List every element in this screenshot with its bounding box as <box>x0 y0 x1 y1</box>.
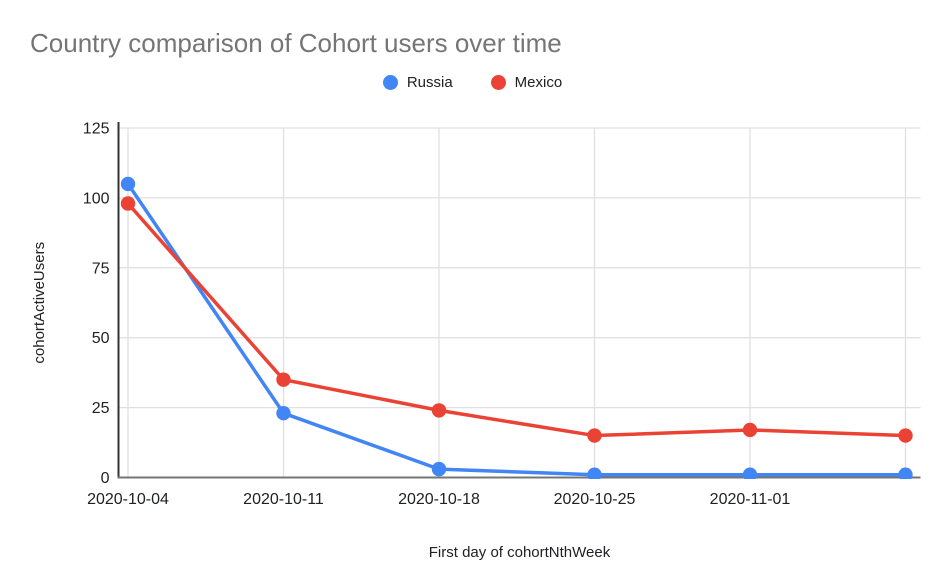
y-tick-label: 50 <box>92 330 110 347</box>
x-tick-label: 2020-10-04 <box>87 491 169 508</box>
legend-swatch-mexico-icon <box>490 74 506 90</box>
y-tick-label: 125 <box>83 121 110 138</box>
series-line-mexico <box>126 201 908 438</box>
data-point-mexico-2[interactable] <box>431 403 447 418</box>
data-point-russia-3[interactable] <box>587 467 602 482</box>
data-point-russia-0[interactable] <box>120 176 136 192</box>
legend-item-russia[interactable]: Russia <box>382 73 453 91</box>
data-point-mexico-0[interactable] <box>120 196 136 211</box>
y-tick-label: 0 <box>101 470 110 487</box>
x-tick-label: 2020-10-11 <box>243 491 324 508</box>
data-point-mexico-1[interactable] <box>276 372 291 387</box>
legend-label-russia: Russia <box>406 73 453 91</box>
series-group <box>120 176 913 482</box>
chart-title: Country comparison of Cohort users over … <box>30 28 562 58</box>
data-point-mexico-4[interactable] <box>742 422 758 438</box>
x-tick-label: 2020-10-25 <box>554 491 636 508</box>
legend-swatch-russia-icon <box>382 74 398 90</box>
data-point-russia-1[interactable] <box>276 405 291 421</box>
data-point-russia-2[interactable] <box>431 461 447 477</box>
legend-item-mexico[interactable]: Mexico <box>490 73 563 91</box>
data-point-mexico-3[interactable] <box>587 428 602 443</box>
y-tick-label: 25 <box>92 400 110 417</box>
legend-label-mexico: Mexico <box>514 73 563 91</box>
data-point-russia-4[interactable] <box>742 467 758 482</box>
x-tick-label: 2020-11-01 <box>710 491 791 508</box>
x-tick-label: 2020-10-18 <box>398 491 480 508</box>
legend: Russia Mexico <box>0 73 945 91</box>
series-line-russia <box>126 182 908 477</box>
x-axis-title: First day of cohortNthWeek <box>429 544 611 561</box>
y-tick-label: 100 <box>83 190 110 207</box>
y-axis-title: cohortActiveUsers <box>31 242 48 364</box>
y-tick-label: 75 <box>92 260 110 277</box>
data-point-russia-5[interactable] <box>898 467 913 482</box>
data-point-mexico-5[interactable] <box>898 428 913 443</box>
